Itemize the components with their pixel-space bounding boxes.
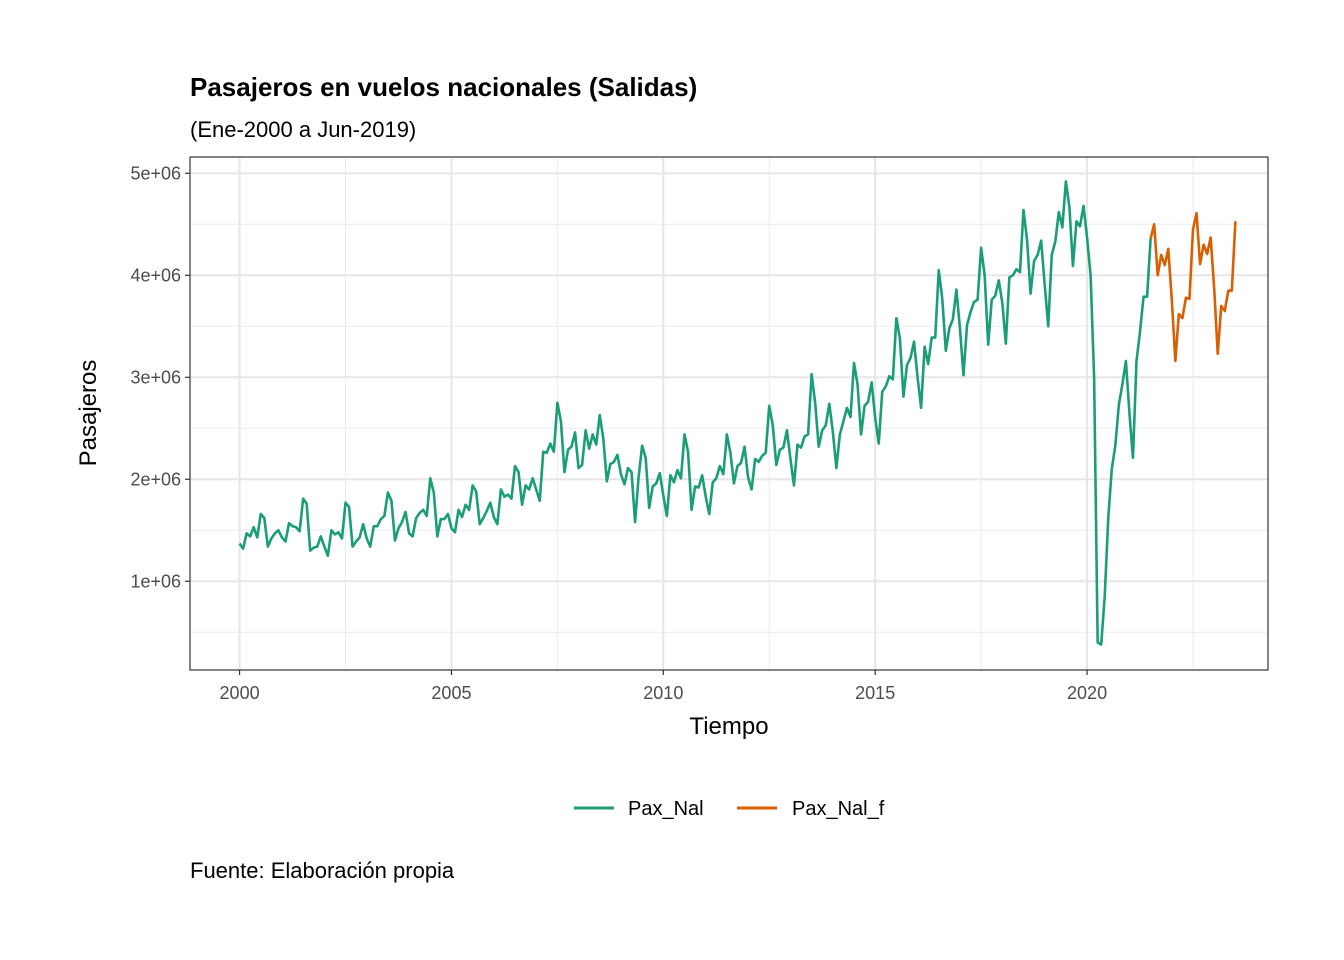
x-tick-label: 2010: [643, 683, 683, 703]
x-tick-label: 2020: [1067, 683, 1107, 703]
plot-border: [189, 156, 1269, 671]
y-tick-label: 5e+06: [130, 163, 181, 183]
series-line-pax-nal-f: [1149, 211, 1237, 363]
x-tick-label: 2015: [855, 683, 895, 703]
y-axis-label: Pasajeros: [75, 360, 102, 467]
x-tick-label: 2000: [220, 683, 260, 703]
y-tick-label: 2e+06: [130, 469, 181, 489]
chart-subtitle: (Ene-2000 a Jun-2019): [190, 117, 416, 142]
y-tick-label: 3e+06: [130, 367, 181, 387]
chart-caption: Fuente: Elaboración propia: [190, 858, 455, 883]
series-lines: [238, 180, 1237, 646]
x-axis-label: Tiempo: [689, 713, 768, 740]
x-axis: 2000 2005 2010 2015 2020: [220, 670, 1107, 703]
legend-label-pax-nal-f: Pax_Nal_f: [792, 798, 885, 820]
y-axis: 1e+06 2e+06 3e+06 4e+06 5e+06: [130, 163, 190, 591]
y-tick-label: 1e+06: [130, 571, 181, 591]
legend: Pax_Nal Pax_Nal_f: [574, 798, 885, 820]
series-line-pax-nal: [238, 180, 1152, 646]
plot-panel: [190, 157, 1268, 670]
x-tick-label: 2005: [431, 683, 471, 703]
chart-title: Pasajeros en vuelos nacionales (Salidas): [190, 72, 697, 102]
y-tick-label: 4e+06: [130, 265, 181, 285]
legend-label-pax-nal: Pax_Nal: [628, 798, 704, 820]
